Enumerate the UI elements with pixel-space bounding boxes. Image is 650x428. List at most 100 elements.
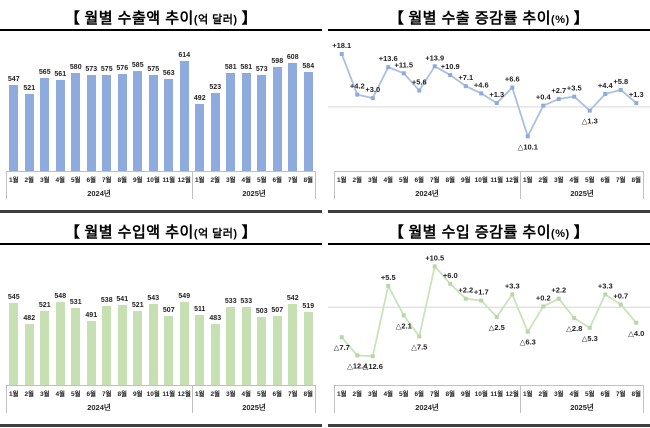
point-value-label: +6.0: [443, 271, 458, 280]
data-line: [340, 53, 637, 139]
x-axis-export-amount: 1월 2월 3월 4월 5월 6월 7월 8월 9월 10월 11월 12월 1월 2월 3월 4월 5월 6월 7…: [0, 171, 322, 201]
title-text: 월별 수출 증감률 추이: [408, 10, 552, 27]
bar-value-label: 511: [194, 306, 206, 313]
bar-import-amount: [71, 308, 81, 385]
point-value-label: +10.5: [425, 253, 444, 262]
point-value-label: +7.1: [458, 73, 473, 82]
month-tick-label: 1월: [522, 177, 533, 184]
bar-value-label: 573: [255, 66, 268, 73]
chart-title-import-growth: 【월별 수입 증감률 추이(%)】: [328, 214, 650, 245]
point-value-label: +18.1: [332, 41, 351, 50]
year-group-label: 2024년: [415, 403, 439, 412]
bar-value-label: 575: [100, 66, 113, 73]
bar-value-label: 576: [116, 65, 129, 72]
month-tick-label: 4월: [569, 391, 580, 398]
month-tick-label: 2월: [210, 391, 221, 398]
month-labels-row: 1월 2월 3월 4월 5월 6월 7월 8월 9월 10월 11월 12월 1월 2월 3월 4월 5월 6월 7…: [6, 386, 316, 400]
bar-value-label: 573: [85, 66, 98, 73]
data-point-marker: [339, 335, 344, 340]
month-tick-label: 7월: [615, 391, 626, 398]
month-tick-label: 8월: [631, 177, 642, 184]
point-value-label: +5.6: [412, 78, 427, 87]
bar-value-label: 521: [131, 302, 144, 309]
year-group-label: 2024년: [87, 403, 111, 412]
month-tick-label: 2월: [538, 391, 549, 398]
month-tick-label: 4월: [383, 177, 394, 184]
bar-value-label: 519: [302, 303, 315, 310]
data-point-marker: [634, 101, 639, 106]
data-point-marker: [556, 96, 561, 101]
month-tick-label: 9월: [132, 177, 143, 184]
month-tick-label: 6월: [600, 391, 611, 398]
point-value-label: +0.2: [536, 293, 551, 302]
bar-import-amount: [195, 315, 205, 385]
bar-value-label: 548: [54, 293, 67, 300]
month-tick-label: 1월: [8, 391, 19, 398]
month-tick-label: 4월: [55, 391, 66, 398]
bar-value-label: 545: [7, 294, 20, 301]
month-tick-label: 11월: [490, 177, 504, 184]
data-point-marker: [386, 283, 391, 288]
bar-value-label: 561: [54, 71, 67, 78]
month-tick-label: 7월: [287, 177, 298, 184]
data-point-marker: [417, 88, 422, 93]
axis-group-separator: [520, 386, 521, 413]
bar-export-amount: [195, 104, 205, 171]
month-tick-label: 8월: [117, 391, 128, 398]
bar-import-amount: [133, 311, 143, 385]
month-tick-label: 7월: [101, 391, 112, 398]
month-labels-row: 1월 2월 3월 4월 5월 6월 7월 8월 9월 10월 11월 12월 1월 2월 3월 4월 5월 6월 7…: [6, 172, 316, 186]
data-point-marker: [479, 91, 484, 96]
bar-value-label: 542: [286, 295, 299, 302]
point-value-label: +4.2: [350, 82, 365, 91]
bar-value-label: 543: [147, 295, 160, 302]
bar-import-amount: [272, 316, 282, 385]
data-point-marker: [525, 329, 530, 334]
data-point-marker: [370, 96, 375, 101]
point-value-label: +1.7: [474, 288, 489, 297]
month-labels-row: 1월 2월 3월 4월 5월 6월 7월 8월 9월 10월 11월 12월 1월 2월 3월 4월 5월 6월 7…: [334, 172, 644, 186]
data-point-marker: [370, 354, 375, 359]
bar-value-label: 614: [178, 52, 191, 59]
point-value-label: +6.6: [505, 75, 520, 84]
bar-value-label: 563: [162, 70, 175, 77]
data-point-marker: [386, 65, 391, 70]
point-value-label: △5.3: [582, 334, 598, 343]
point-value-label: +5.8: [613, 77, 628, 86]
bar-value-label: 482: [23, 315, 36, 322]
title-text: 월별 수출액 추이: [84, 10, 194, 27]
month-tick-label: 2월: [352, 177, 363, 184]
bar-export-amount: [55, 80, 65, 171]
bar-value-label: 585: [131, 62, 144, 69]
axis-group-separator: [315, 172, 316, 199]
data-point-marker: [432, 264, 437, 269]
bar-value-label: 541: [116, 296, 129, 303]
point-value-label: +2.2: [551, 286, 566, 295]
line-chart-export-growth: +18.1 +4.2 +3.0 +13.6+11.5 +5.6 +13.9+10.9 +7.…: [328, 41, 650, 151]
data-line: [341, 264, 637, 358]
month-tick-label: 12월: [505, 177, 519, 184]
point-value-label: +2.2: [458, 286, 473, 295]
year-group-label: 2025년: [570, 189, 594, 198]
data-point-marker: [556, 296, 561, 301]
line-chart-import-growth: △7.7△12.4△12.6+5.5△2.1△7.5+10.5+6.0+2.2 +…: [328, 253, 650, 371]
bar-value-label: 507: [162, 307, 175, 314]
bar-value-label: 521: [38, 302, 51, 309]
bar-value-label: 491: [85, 312, 98, 319]
bar-export-amount: [288, 63, 298, 171]
bar-import-amount: [117, 305, 127, 385]
month-tick-label: 10월: [146, 177, 160, 184]
month-tick-label: 8월: [303, 177, 314, 184]
bar-export-amount: [257, 75, 267, 171]
panel-bottom-border: [0, 424, 322, 427]
data-point-marker: [603, 92, 608, 96]
point-value-label: △7.5: [411, 342, 427, 351]
panel-bottom-border: [328, 424, 650, 427]
month-tick-label: 6월: [86, 391, 97, 398]
month-tick-label: 12월: [505, 391, 519, 398]
point-value-label: +10.9: [441, 62, 460, 71]
axis-group-separator: [334, 386, 335, 413]
month-tick-label: 9월: [132, 391, 143, 398]
bar-value-label: 580: [69, 64, 82, 71]
data-point-marker: [603, 292, 608, 297]
